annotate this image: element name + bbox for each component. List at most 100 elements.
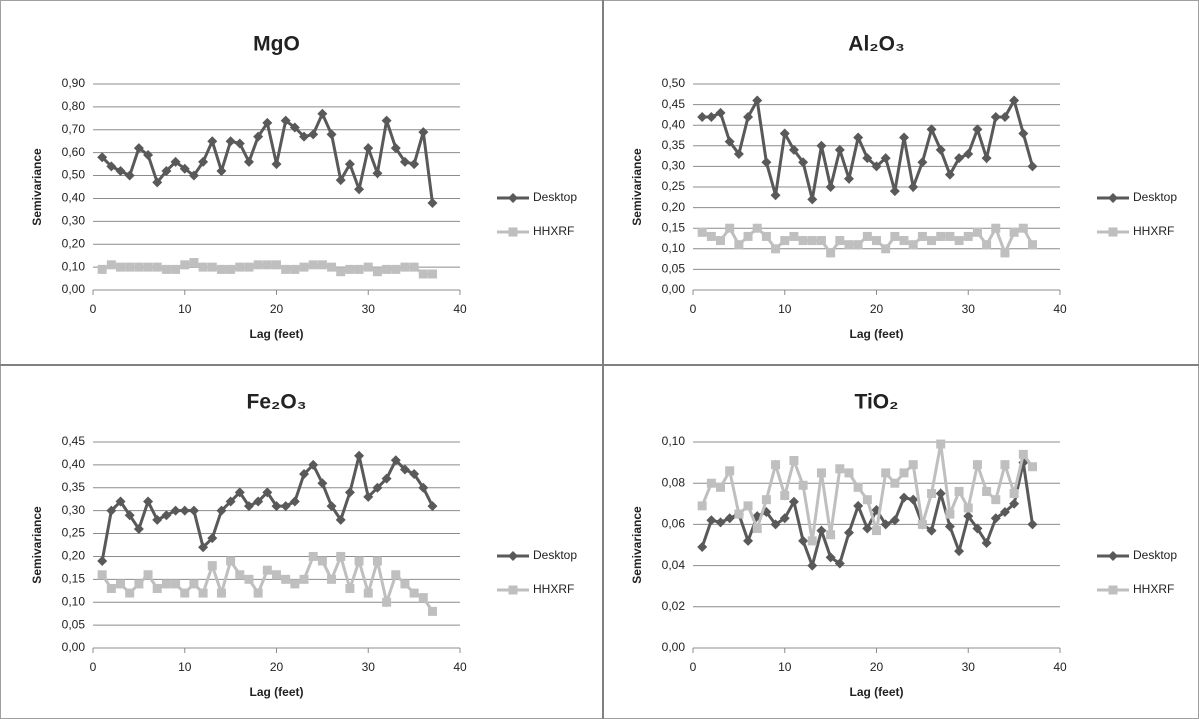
marker bbox=[409, 262, 419, 272]
marker bbox=[427, 269, 437, 279]
marker bbox=[418, 482, 429, 493]
x-tick-label: 10 bbox=[778, 302, 792, 316]
marker bbox=[106, 505, 117, 516]
legend-label: Desktop bbox=[1133, 548, 1177, 562]
marker bbox=[972, 124, 983, 135]
marker bbox=[816, 525, 827, 536]
marker bbox=[180, 588, 190, 598]
y-tick-label: 0,25 bbox=[62, 526, 86, 540]
marker bbox=[826, 530, 836, 540]
marker bbox=[326, 129, 337, 140]
marker bbox=[399, 156, 410, 167]
marker bbox=[935, 144, 946, 155]
y-tick-label: 0,20 bbox=[662, 200, 686, 214]
marker bbox=[317, 556, 327, 566]
marker bbox=[161, 510, 172, 521]
marker bbox=[927, 236, 937, 246]
marker bbox=[917, 157, 928, 168]
y-tick-label: 0,10 bbox=[62, 259, 86, 273]
marker bbox=[1027, 240, 1037, 250]
chart-title: Fe₂O₃ bbox=[247, 391, 307, 414]
marker bbox=[143, 570, 153, 580]
x-tick-label: 40 bbox=[1053, 302, 1067, 316]
marker bbox=[280, 115, 291, 126]
marker bbox=[862, 231, 872, 241]
x-tick-label: 10 bbox=[178, 302, 192, 316]
marker bbox=[134, 579, 144, 589]
marker bbox=[179, 163, 190, 174]
marker bbox=[124, 510, 135, 521]
y-tick-label: 0,00 bbox=[62, 282, 86, 296]
marker bbox=[308, 260, 318, 270]
marker bbox=[936, 231, 946, 241]
marker bbox=[125, 588, 135, 598]
marker bbox=[890, 231, 900, 241]
y-tick-label: 0,06 bbox=[662, 517, 686, 531]
x-axis-label: Lag (feet) bbox=[850, 327, 904, 341]
marker bbox=[244, 262, 254, 272]
marker bbox=[508, 585, 518, 595]
y-tick-label: 0,70 bbox=[62, 122, 86, 136]
y-tick-label: 0,04 bbox=[662, 558, 686, 572]
marker bbox=[97, 556, 108, 567]
marker bbox=[881, 468, 891, 478]
y-tick-label: 0,35 bbox=[62, 480, 86, 494]
marker bbox=[908, 460, 918, 470]
x-tick-label: 20 bbox=[870, 660, 884, 674]
marker bbox=[880, 153, 891, 164]
x-tick-label: 20 bbox=[270, 302, 284, 316]
marker bbox=[317, 478, 328, 489]
marker bbox=[899, 132, 910, 143]
marker bbox=[944, 169, 955, 180]
marker bbox=[725, 466, 735, 476]
marker bbox=[752, 95, 763, 106]
marker bbox=[207, 533, 218, 544]
y-tick-label: 0,35 bbox=[662, 138, 686, 152]
y-tick-label: 0,02 bbox=[662, 599, 686, 613]
x-tick-label: 0 bbox=[90, 660, 97, 674]
marker bbox=[216, 505, 227, 516]
marker bbox=[427, 501, 438, 512]
marker bbox=[281, 574, 291, 584]
x-tick-label: 10 bbox=[778, 660, 792, 674]
y-tick-label: 0,40 bbox=[62, 191, 86, 205]
marker bbox=[743, 535, 754, 546]
marker bbox=[133, 523, 144, 534]
y-axis-label: Semivariance bbox=[630, 148, 644, 226]
y-tick-label: 0,00 bbox=[662, 282, 686, 296]
marker bbox=[1108, 193, 1118, 203]
marker bbox=[697, 542, 708, 553]
marker bbox=[1009, 95, 1020, 106]
marker bbox=[834, 558, 845, 569]
marker bbox=[290, 264, 300, 274]
marker bbox=[327, 262, 337, 272]
marker bbox=[106, 161, 117, 172]
marker bbox=[697, 227, 707, 237]
marker bbox=[771, 460, 781, 470]
marker bbox=[761, 231, 771, 241]
marker bbox=[262, 117, 273, 128]
marker bbox=[706, 231, 716, 241]
marker bbox=[926, 525, 937, 536]
marker bbox=[734, 509, 744, 519]
marker bbox=[982, 240, 992, 250]
x-tick-label: 40 bbox=[453, 660, 467, 674]
marker bbox=[770, 519, 781, 530]
marker bbox=[963, 511, 974, 522]
marker bbox=[152, 514, 163, 525]
x-tick-label: 30 bbox=[962, 660, 976, 674]
marker bbox=[853, 240, 863, 250]
marker bbox=[991, 495, 1001, 505]
marker bbox=[1000, 460, 1010, 470]
marker bbox=[363, 491, 374, 502]
marker bbox=[418, 127, 429, 138]
marker bbox=[954, 546, 965, 557]
marker bbox=[844, 468, 854, 478]
marker bbox=[779, 513, 790, 524]
marker bbox=[124, 170, 135, 181]
marker bbox=[853, 132, 864, 143]
legend-label: HHXRF bbox=[1133, 582, 1174, 596]
marker bbox=[234, 138, 245, 149]
